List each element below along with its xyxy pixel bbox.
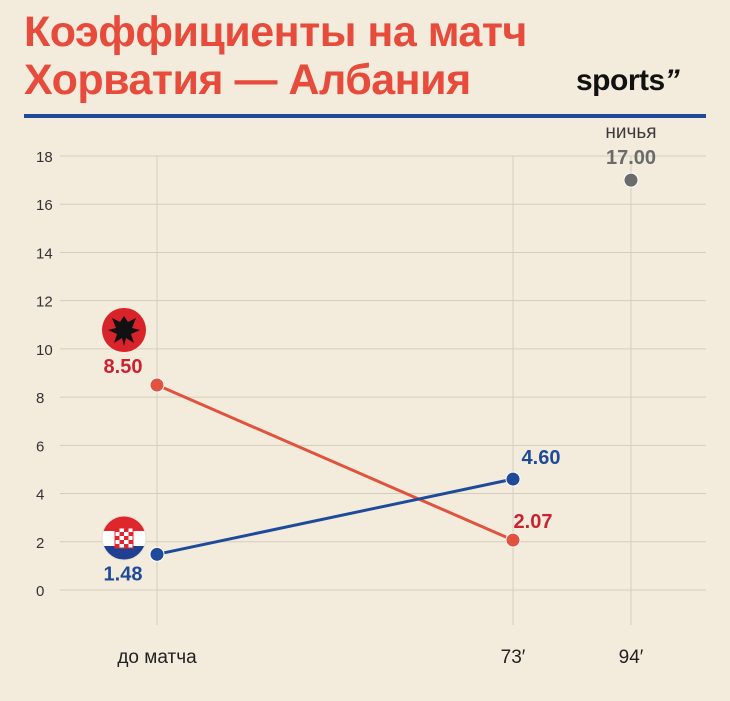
y-axis: 0 2 4 6 8 10 12 14 16 18 bbox=[36, 149, 53, 600]
sports-logo: sports” bbox=[576, 64, 680, 97]
title-line-1: Коэффициенты на матч bbox=[24, 8, 527, 56]
series-lines bbox=[156, 383, 514, 556]
croatia-value-label: 1.48 bbox=[104, 563, 143, 585]
series-points bbox=[149, 172, 639, 562]
y-tick-label: 10 bbox=[36, 342, 53, 359]
draw-value-label: 17.00 bbox=[606, 147, 656, 169]
croatia-point bbox=[149, 546, 165, 562]
y-tick-label: 4 bbox=[36, 487, 44, 504]
albania-value-label: 8.50 bbox=[104, 356, 143, 378]
title-divider bbox=[24, 114, 706, 118]
croatia-value-label: 4.60 bbox=[522, 447, 561, 469]
x-tick-label: 73′ bbox=[501, 647, 526, 668]
y-tick-label: 12 bbox=[36, 294, 53, 311]
y-tick-label: 0 bbox=[36, 583, 44, 600]
y-tick-label: 14 bbox=[36, 245, 53, 262]
albania-value-label: 2.07 bbox=[514, 511, 553, 533]
title-line-2: Хорватия — Албания bbox=[24, 56, 471, 104]
x-tick-label: 94′ bbox=[619, 647, 644, 668]
x-tick-label: до матча bbox=[117, 647, 197, 668]
albania-point bbox=[505, 532, 521, 548]
croatia-flag-icon bbox=[101, 515, 147, 561]
albania-line bbox=[156, 383, 514, 542]
chart-title: Коэффициенты на матч Хорватия — Албания bbox=[24, 8, 527, 104]
croatia-point bbox=[505, 471, 521, 487]
y-tick-label: 16 bbox=[36, 197, 53, 214]
x-axis: до матча 73′ 94′ bbox=[117, 647, 643, 668]
croatia-line bbox=[156, 477, 514, 556]
data-labels: 8.50 2.07 1.48 4.60 17.00 ничья bbox=[104, 122, 657, 585]
y-tick-label: 2 bbox=[36, 535, 44, 552]
y-tick-label: 6 bbox=[36, 438, 44, 455]
draw-series-label: ничья bbox=[605, 122, 656, 143]
draw-point bbox=[623, 172, 639, 188]
y-tick-label: 8 bbox=[36, 390, 44, 407]
albania-flag-icon bbox=[102, 308, 146, 352]
y-tick-label: 18 bbox=[36, 149, 53, 166]
albania-point bbox=[149, 377, 165, 393]
